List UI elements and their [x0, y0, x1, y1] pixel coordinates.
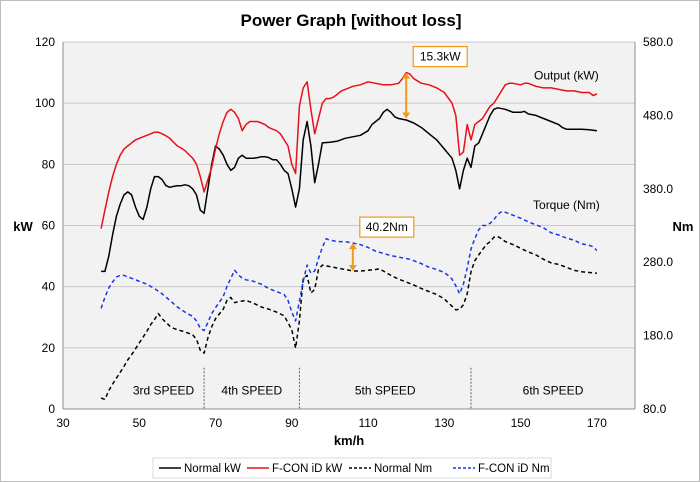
y-axis-title-left: kW	[13, 219, 33, 234]
speed-dividers: 3rd SPEED 4th SPEED 5th SPEED 6th SPEED	[133, 367, 584, 409]
y-tick-label-right: 580.0	[643, 35, 673, 49]
x-tick-label: 110	[358, 416, 377, 430]
speed-region-label: 5th SPEED	[355, 384, 416, 398]
x-tick-label: 130	[434, 416, 454, 430]
legend-label: Normal Nm	[374, 463, 432, 475]
legend-label: F-CON iD Nm	[478, 463, 550, 475]
gridlines	[62, 41, 636, 410]
x-tick-label: 70	[209, 416, 223, 430]
x-tick-label: 30	[56, 416, 70, 430]
legend-label: F-CON iD kW	[272, 463, 342, 475]
speed-region-label: 4th SPEED	[221, 384, 282, 398]
y-tick-label-left: 0	[48, 402, 55, 416]
y-tick-label-left: 40	[42, 280, 56, 294]
annotation-label: 40.2Nm	[366, 220, 408, 234]
y-tick-label-left: 120	[35, 35, 55, 49]
y-tick-label-right: 480.0	[643, 108, 673, 122]
series-label: Output (kW)	[534, 69, 599, 83]
tick-labels: 30 50 70 90 110 130 150 170 0 20 40 60 80 100 120 80.0 1…	[35, 35, 673, 430]
annotation-arrowhead	[348, 243, 357, 250]
chart-title: Power Graph [without loss]	[240, 11, 461, 30]
speed-region-label: 3rd SPEED	[133, 384, 195, 398]
y-axis-title-right: Nm	[673, 219, 694, 234]
legend-label: Normal kW	[184, 463, 241, 475]
annotation-arrowhead	[348, 265, 357, 272]
annotation-box	[412, 45, 468, 68]
y-tick-label-right: 380.0	[643, 182, 673, 196]
speed-region-label: 6th SPEED	[523, 384, 584, 398]
annotation-box	[359, 216, 415, 238]
annotation-label: 15.3kW	[420, 50, 461, 64]
annotation-arrowhead	[402, 72, 411, 79]
y-tick-label-left: 20	[42, 341, 56, 355]
annotations: Output (kW) Torque (Nm) 15.3kW 40.2Nm	[348, 45, 600, 272]
annotation-arrowhead	[402, 112, 411, 119]
series-lines	[100, 71, 598, 401]
series-line	[100, 71, 598, 229]
y-tick-label-right: 80.0	[643, 402, 667, 416]
y-tick-label-left: 100	[35, 96, 55, 110]
x-tick-label: 50	[133, 416, 147, 430]
y-tick-label-left: 60	[42, 219, 56, 233]
y-tick-label-right: 280.0	[643, 255, 673, 269]
x-tick-label: 150	[511, 416, 531, 430]
series-line	[100, 235, 597, 401]
series-line	[101, 107, 597, 273]
y-tick-label-left: 80	[42, 157, 56, 171]
legend: Normal kW F-CON iD kW Normal Nm F-CON iD Nm	[152, 457, 552, 479]
series-line	[100, 210, 598, 332]
y-tick-label-right: 180.0	[643, 329, 673, 343]
x-tick-label: 170	[587, 416, 607, 430]
x-axis-title: km/h	[334, 433, 364, 448]
series-label: Torque (Nm)	[533, 198, 600, 212]
x-tick-label: 90	[285, 416, 299, 430]
